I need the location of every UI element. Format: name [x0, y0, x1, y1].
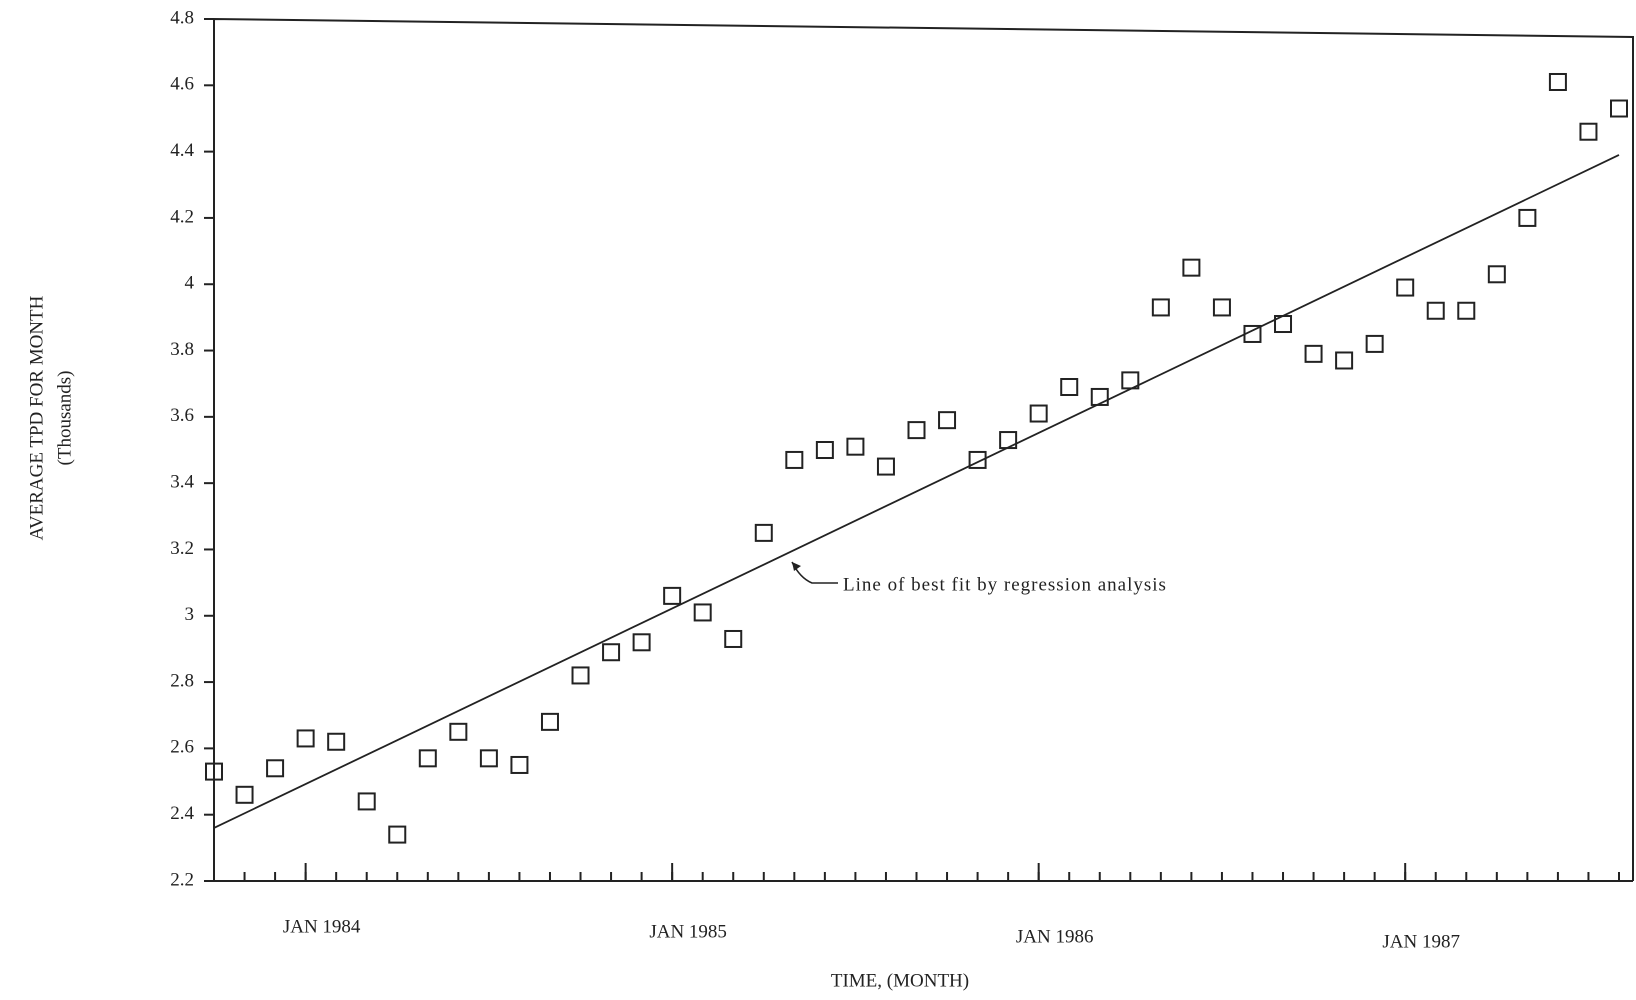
y-tick-label: 4.6 [170, 74, 194, 95]
data-point [1336, 352, 1352, 368]
data-point [267, 760, 283, 776]
y-axis-unit: (Thousands) [54, 371, 75, 466]
y-tick-label: 4.4 [170, 140, 194, 161]
data-point [420, 750, 436, 766]
data-point [1580, 124, 1596, 140]
y-tick-label: 2.4 [170, 803, 194, 824]
data-point [603, 644, 619, 660]
y-tick-label: 3.6 [170, 405, 194, 426]
regression-line [214, 155, 1619, 828]
data-point [237, 787, 253, 803]
y-tick-label: 3 [185, 604, 195, 625]
data-point [1306, 346, 1322, 362]
data-point [328, 734, 344, 750]
data-point [573, 667, 589, 683]
y-tick-label: 2.6 [170, 737, 194, 758]
y-tick-label: 2.2 [170, 869, 194, 890]
x-tick-label: JAN 1987 [1382, 931, 1460, 952]
y-axis-label: AVERAGE TPD FOR MONTH [26, 295, 47, 540]
y-tick-label: 4.8 [170, 7, 194, 28]
chart: AVERAGE TPD FOR MONTH (Thousands) TIME, … [0, 0, 1636, 1000]
data-point [298, 730, 314, 746]
data-point [1214, 299, 1230, 315]
data-point [1183, 260, 1199, 276]
data-point [1611, 101, 1627, 117]
plot-frame [214, 19, 1633, 881]
data-point [786, 452, 802, 468]
data-point [1397, 280, 1413, 296]
data-point [1031, 406, 1047, 422]
data-point [634, 634, 650, 650]
data-point [481, 750, 497, 766]
y-tick-label: 3.4 [170, 472, 194, 493]
data-point [1061, 379, 1077, 395]
x-tick-label: JAN 1984 [283, 916, 361, 937]
annotation: Line of best fit by regression analysis [843, 574, 1167, 595]
data-point [542, 714, 558, 730]
data-point [664, 588, 680, 604]
x-axis-label: TIME, (MONTH) [831, 970, 969, 991]
data-point [939, 412, 955, 428]
data-point [847, 439, 863, 455]
data-point [1519, 210, 1535, 226]
data-point [817, 442, 833, 458]
x-tick-label: JAN 1986 [1016, 926, 1094, 947]
y-tick-label: 3.8 [170, 339, 194, 360]
y-tick-label: 2.8 [170, 670, 194, 691]
data-point [909, 422, 925, 438]
data-point [1367, 336, 1383, 352]
page: {"chart_data": {"type": "scatter", "xlab… [0, 0, 1636, 1000]
data-point [878, 459, 894, 475]
y-tick-label: 4.2 [170, 206, 194, 227]
data-point [1428, 303, 1444, 319]
data-point [1458, 303, 1474, 319]
data-point [450, 724, 466, 740]
data-point [511, 757, 527, 773]
x-tick-label: JAN 1985 [649, 921, 727, 942]
y-tick-label: 4 [185, 273, 195, 294]
data-point [1489, 266, 1505, 282]
data-point [1092, 389, 1108, 405]
data-point [756, 525, 772, 541]
data-point [389, 827, 405, 843]
y-tick-label: 3.2 [170, 538, 194, 559]
data-point [695, 604, 711, 620]
data-point [359, 793, 375, 809]
data-point [725, 631, 741, 647]
data-point [1153, 299, 1169, 315]
data-point [1550, 74, 1566, 90]
